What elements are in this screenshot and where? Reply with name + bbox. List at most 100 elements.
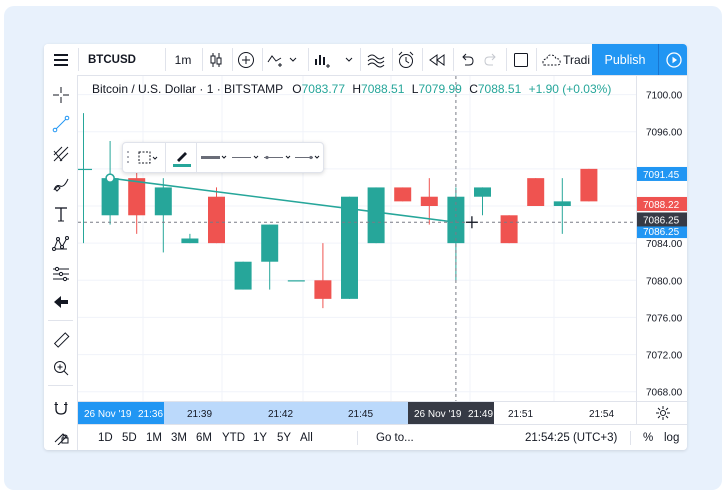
high-value: 7088.51 (361, 82, 405, 96)
candle-body (527, 178, 545, 206)
percent-scale-toggle[interactable]: % (643, 432, 654, 444)
line-width-icon[interactable] (200, 148, 228, 167)
candle-body (394, 187, 412, 202)
drag-handle-icon[interactable] (126, 149, 130, 166)
chart-settings-button[interactable] (636, 401, 687, 424)
symbol-search-button[interactable]: BTCUSD (88, 53, 136, 66)
remove-drawings-icon[interactable] (48, 289, 73, 314)
menu-icon[interactable] (48, 44, 73, 75)
range-button-6m[interactable]: 6M (196, 432, 212, 444)
price-tick-label: 7080.00 (646, 276, 683, 287)
time-range-start-time: 21:36 (138, 409, 163, 420)
add-indicator-icon[interactable] (235, 44, 257, 75)
range-button-all[interactable]: All (300, 432, 313, 444)
time-crosshair-bg (408, 402, 494, 424)
zoom-in-icon[interactable] (48, 355, 73, 380)
indicators-icon[interactable] (312, 44, 356, 75)
time-range-start-bg (78, 402, 164, 424)
price-label-last-bg (637, 196, 687, 211)
line-end-icon[interactable] (294, 148, 322, 167)
text-tool-icon[interactable] (48, 201, 73, 226)
range-button-5y[interactable]: 5Y (277, 432, 292, 444)
play-button[interactable] (658, 44, 687, 75)
range-button-1m[interactable]: 1M (146, 432, 162, 444)
candle-body (553, 201, 571, 206)
candle-body (420, 196, 438, 206)
price-label-trend-end-bg (637, 224, 687, 239)
log-scale-toggle[interactable]: log (664, 432, 680, 444)
crosshair-icon[interactable] (48, 82, 73, 107)
range-button-ytd[interactable]: YTD (222, 432, 245, 444)
lock-drawings-icon[interactable] (48, 423, 73, 448)
time-crosshair-time: 21:49 (468, 409, 493, 420)
cloud-icon (542, 53, 561, 65)
redo-icon[interactable] (480, 44, 502, 75)
time-tick-label: 21:42 (268, 409, 293, 420)
range-button-1y[interactable]: 1Y (253, 432, 268, 444)
prediction-icon[interactable] (48, 261, 73, 286)
candle-body (78, 168, 92, 171)
trend-line-drawing[interactable] (109, 177, 457, 224)
low-label: L (411, 82, 419, 96)
bottom-toolbar: 1D 5D 1M 3M 6M YTD 1Y 5Y All Go to... 21:54:25 (… (78, 424, 687, 450)
chart-widget: BTCUSD 1m (44, 44, 687, 450)
candles-style-icon[interactable] (206, 44, 226, 75)
pattern-icon[interactable] (48, 231, 73, 256)
alert-clock-icon[interactable] (395, 44, 417, 75)
range-button-3m[interactable]: 3M (171, 432, 187, 444)
pitchfork-icon[interactable] (48, 141, 73, 166)
price-tick-label: 7096.00 (646, 128, 683, 139)
time-tick-label: 21:45 (348, 409, 373, 420)
candle-body (287, 280, 305, 282)
compare-icon[interactable] (266, 44, 300, 75)
candle-body (208, 196, 225, 244)
price-label-trend: 7091.45 (643, 170, 680, 181)
range-button-5d[interactable]: 5D (122, 432, 137, 444)
timezone-clock[interactable]: 21:54:25 (UTC+3) (525, 432, 618, 444)
change-value: +1.90 (+0.03%) (528, 82, 612, 96)
replay-icon[interactable] (426, 44, 448, 75)
publish-button[interactable]: Publish (592, 44, 658, 75)
interval-button[interactable]: 1m (174, 52, 192, 67)
templates-icon[interactable] (363, 44, 389, 75)
line-color-icon[interactable] (171, 147, 193, 168)
magnet-icon[interactable] (48, 395, 73, 420)
candlestick-chart[interactable] (78, 76, 636, 401)
price-label-crosshair: 7086.25 (643, 215, 680, 226)
price-tick-label: 7100.00 (646, 91, 683, 102)
undo-icon[interactable] (456, 44, 478, 75)
time-tick-label: 21:39 (187, 409, 212, 420)
fullscreen-icon[interactable] (510, 44, 532, 75)
line-style-icon[interactable] (231, 148, 261, 167)
brush-icon[interactable] (48, 171, 73, 196)
candle-body (447, 196, 465, 244)
trend-line-icon[interactable] (48, 111, 73, 136)
gear-icon (655, 406, 670, 420)
candle-body (181, 238, 199, 244)
price-tick-label: 7068.00 (646, 388, 683, 399)
candle-body (128, 178, 146, 216)
candle-body (101, 178, 119, 216)
candle-body (314, 280, 332, 299)
ruler-icon[interactable] (48, 327, 73, 352)
time-axis[interactable]: 21:39 21:42 21:45 21:51 21:54 26 Nov '19 21:36… (78, 401, 636, 424)
open-label: O (292, 82, 302, 96)
open-value: 7083.77 (301, 82, 346, 96)
time-tick-label: 21:51 (508, 409, 533, 420)
line-start-icon[interactable] (263, 148, 293, 167)
price-label-trend-bg (637, 166, 687, 181)
play-icon (665, 51, 682, 68)
trading-button[interactable]: Tradi (540, 44, 590, 75)
candle-body (154, 187, 172, 216)
chart-pane[interactable]: Bitcoin / U.S. Dollar · 1 · BITSTAMP O70… (78, 76, 636, 401)
time-tick-label: 21:54 (589, 409, 614, 420)
goto-date-button[interactable]: Go to... (376, 432, 414, 444)
chart-legend: Bitcoin / U.S. Dollar · 1 · BITSTAMP O70… (92, 82, 611, 96)
select-area-icon[interactable] (137, 148, 161, 167)
price-tick-label: 7084.00 (646, 239, 683, 250)
candle-body (367, 187, 385, 244)
range-button-1d[interactable]: 1D (98, 432, 113, 444)
trading-label: Tradi (563, 52, 590, 67)
trend-line-handle[interactable] (105, 173, 115, 183)
price-axis[interactable]: 7100.00 7096.00 7084.00 7080.00 7076.00 7072.… (636, 76, 687, 401)
